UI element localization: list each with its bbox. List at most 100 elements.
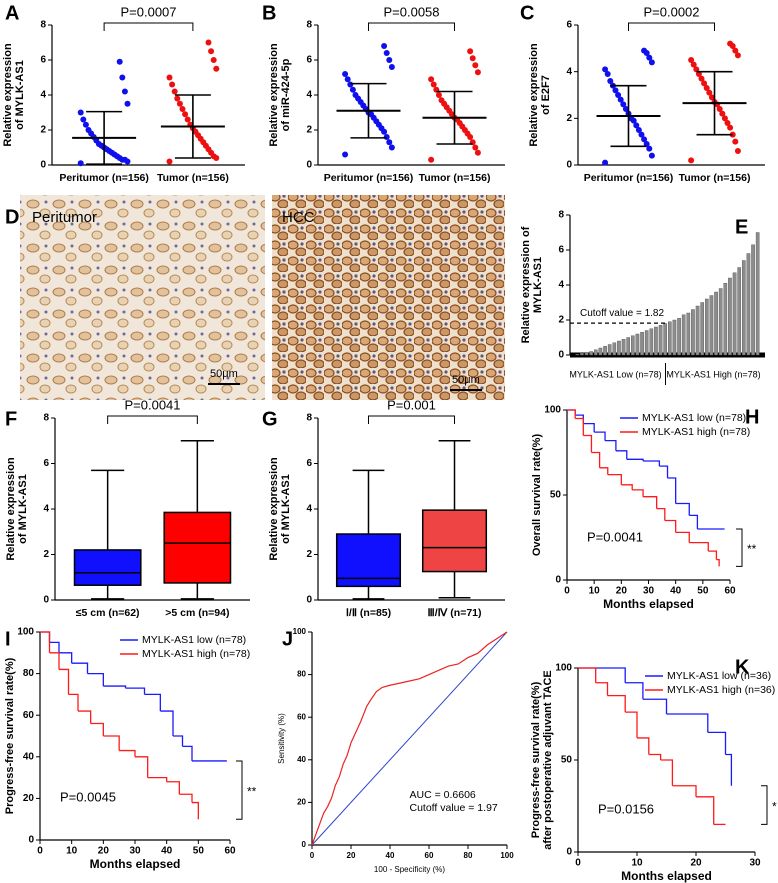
y-tick-label: 0 — [28, 835, 34, 846]
bar — [667, 321, 672, 356]
box — [421, 509, 488, 573]
data-point — [179, 106, 186, 112]
survival-step — [49, 652, 60, 670]
survival-step — [595, 682, 609, 696]
data-point — [435, 92, 442, 98]
data-point — [386, 139, 393, 146]
data-point — [698, 75, 705, 82]
data-point — [602, 159, 609, 166]
x-tick-label: Peritumor (n=156) — [324, 172, 414, 184]
survival-step — [643, 460, 661, 467]
y-tick-label: 0 — [566, 160, 572, 171]
survival-step — [78, 710, 92, 724]
annotation: Cutoff value = 1.97 — [410, 802, 498, 814]
error-bar — [86, 110, 123, 165]
y-tick-label: 50 — [561, 755, 573, 766]
bar — [575, 353, 580, 356]
y-tick-label: 20 — [23, 793, 35, 804]
group-label: MYLK-AS1 Low (n=78) — [569, 369, 661, 379]
significance-bracket — [761, 785, 768, 825]
y-tick-label: 0 — [40, 160, 46, 171]
significance-bracket — [236, 760, 243, 820]
survival-step — [192, 801, 199, 820]
data-point — [77, 160, 84, 167]
data-point — [729, 131, 736, 138]
y-tick-label: 0 — [43, 595, 49, 606]
survival-step — [605, 439, 617, 451]
bar — [700, 302, 705, 356]
p-value: P=0.0041 — [124, 397, 180, 412]
data-point — [641, 47, 648, 54]
y-axis-label: of miR-424-5p — [280, 58, 292, 131]
x-tick-label: 50 — [193, 846, 205, 857]
y-tick-label: 2 — [306, 549, 312, 560]
data-point — [635, 127, 642, 133]
data-point — [604, 71, 611, 77]
annotation: AUC = 0.6606 — [410, 789, 476, 801]
data-point — [633, 122, 640, 129]
survival-step — [675, 502, 690, 516]
x-tick-label: 30 — [643, 586, 655, 597]
survival-step — [660, 759, 674, 786]
y-axis-label: after postoperative adjuvant TACE — [542, 670, 554, 850]
data-point — [646, 145, 653, 152]
data-point — [438, 97, 445, 104]
y-tick-label: 8 — [43, 413, 49, 424]
survival-step — [119, 749, 136, 757]
significance-bracket — [736, 528, 743, 567]
x-tick-label: Tumor (n=156) — [679, 172, 751, 184]
survival-step — [87, 672, 104, 687]
y-tick-label: 2 — [306, 125, 312, 136]
bar — [640, 332, 644, 356]
p-value: P=0.001 — [387, 397, 436, 412]
data-point — [719, 110, 726, 117]
panel-label: D — [5, 206, 19, 228]
data-point — [77, 109, 84, 116]
x-tick-label: 60 — [425, 851, 434, 860]
bar — [695, 305, 700, 356]
data-point — [727, 124, 734, 131]
y-tick-label: 8 — [40, 20, 46, 31]
survival-step — [583, 434, 593, 453]
significance: * — [772, 799, 777, 813]
survival-step — [59, 652, 73, 664]
bar — [607, 344, 612, 356]
bar — [751, 244, 755, 356]
data-point — [706, 89, 713, 96]
y-axis-label: Relative expression — [5, 457, 17, 561]
tissue-image — [272, 195, 505, 400]
panel-label: I — [5, 628, 11, 650]
y-tick-label: 6 — [306, 55, 312, 66]
scale-bar-label: 50μm — [452, 374, 480, 386]
y-tick-label: 60 — [23, 710, 35, 721]
y-tick-label: 6 — [566, 20, 572, 31]
survival-step — [607, 473, 622, 485]
cutoff-label: Cutoff value = 1.82 — [580, 308, 664, 319]
whisker — [180, 582, 214, 600]
survival-step — [575, 414, 584, 424]
data-point — [638, 131, 645, 138]
bar — [746, 253, 751, 356]
y-tick-label: 4 — [306, 504, 312, 515]
whisker — [91, 585, 125, 600]
y-tick-label: 40 — [297, 755, 306, 764]
y-tick-label: 50 — [550, 490, 562, 501]
data-point — [646, 54, 653, 61]
survival-step — [656, 507, 666, 521]
image-label: HCC — [282, 209, 315, 226]
data-point — [734, 148, 741, 154]
bar — [626, 337, 631, 356]
survival-step — [708, 550, 718, 560]
error-bar — [174, 94, 211, 159]
x-tick-label: 40 — [386, 851, 395, 860]
significance-bracket — [367, 22, 456, 31]
survival-step — [125, 687, 146, 695]
survival-step — [621, 484, 633, 490]
box — [335, 533, 402, 588]
y-tick-label: 100 — [555, 663, 572, 674]
y-tick-label: 40 — [23, 751, 35, 762]
data-point — [648, 59, 655, 66]
survival-step — [49, 641, 60, 653]
panel-label: K — [735, 656, 750, 678]
whisker — [438, 440, 471, 511]
